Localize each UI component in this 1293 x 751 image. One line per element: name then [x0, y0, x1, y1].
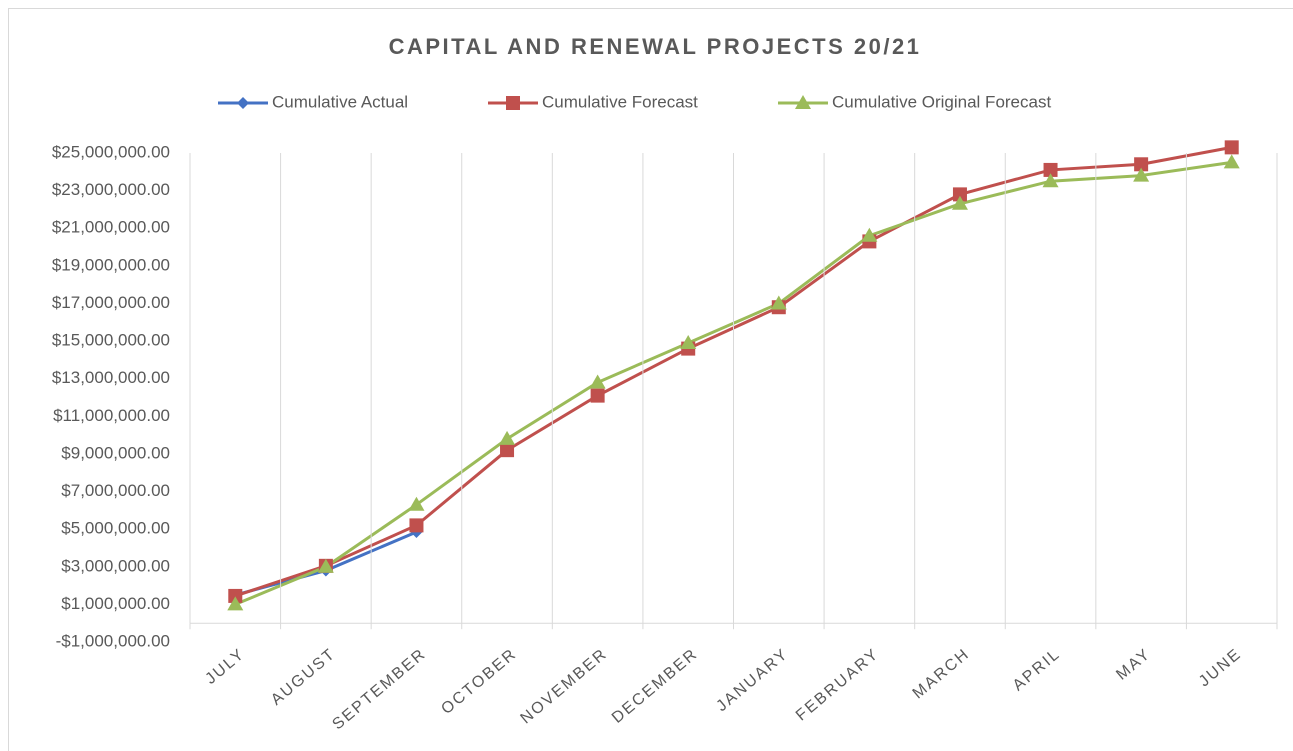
- marker: [317, 558, 334, 573]
- marker: [1223, 154, 1240, 169]
- y-tick-label: $9,000,000.00: [61, 443, 170, 462]
- chart-border: [8, 8, 1293, 751]
- y-tick-label: $13,000,000.00: [52, 368, 170, 387]
- y-tick-label: $23,000,000.00: [52, 180, 170, 199]
- legend-label: Cumulative Original Forecast: [832, 92, 1051, 111]
- y-tick-label: $19,000,000.00: [52, 255, 170, 274]
- marker: [237, 97, 249, 109]
- y-tick-label: $5,000,000.00: [61, 519, 170, 538]
- marker: [680, 334, 697, 349]
- marker: [770, 295, 787, 310]
- marker: [500, 443, 515, 458]
- marker: [795, 95, 811, 109]
- marker: [1133, 167, 1150, 182]
- marker: [227, 596, 244, 611]
- y-tick-label: $3,000,000.00: [61, 556, 170, 575]
- legend-label: Cumulative Forecast: [542, 92, 698, 111]
- y-tick-label: $11,000,000.00: [53, 406, 170, 425]
- marker: [590, 388, 605, 403]
- marker: [1224, 140, 1239, 155]
- marker: [589, 374, 606, 389]
- y-tick-label: $25,000,000.00: [52, 142, 170, 161]
- marker: [228, 588, 243, 603]
- chart-title: CAPITAL AND RENEWAL PROJECTS 20/21: [389, 34, 922, 59]
- marker: [1043, 162, 1058, 177]
- legend-label: Cumulative Actual: [272, 92, 408, 111]
- marker: [506, 96, 520, 110]
- marker: [408, 496, 425, 511]
- marker: [952, 187, 967, 202]
- marker: [409, 518, 424, 533]
- y-tick-label: $17,000,000.00: [52, 293, 170, 312]
- marker: [951, 195, 968, 210]
- y-tick-label: $21,000,000.00: [52, 218, 170, 237]
- marker: [499, 430, 516, 445]
- y-tick-label: $1,000,000.00: [61, 594, 170, 613]
- y-tick-label: -$1,000,000.00: [56, 631, 170, 650]
- marker: [861, 227, 878, 242]
- marker: [1134, 157, 1149, 172]
- y-tick-label: $7,000,000.00: [61, 481, 170, 500]
- marker: [1042, 173, 1059, 188]
- y-tick-label: $15,000,000.00: [52, 331, 170, 350]
